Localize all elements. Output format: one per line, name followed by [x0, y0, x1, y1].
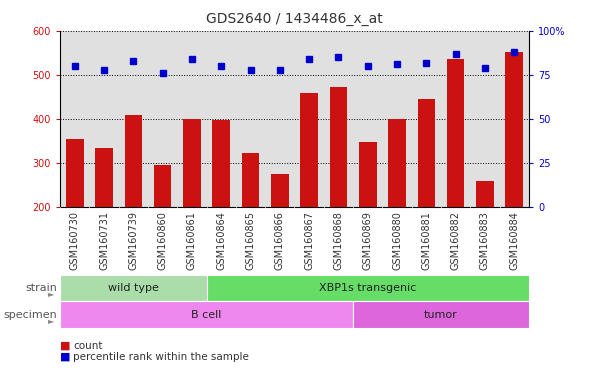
- Text: B cell: B cell: [191, 310, 222, 320]
- Bar: [300, 93, 318, 296]
- Bar: [213, 120, 230, 296]
- Text: wild type: wild type: [108, 283, 159, 293]
- Bar: [447, 60, 465, 296]
- Text: GSM160866: GSM160866: [275, 211, 285, 270]
- Text: ■: ■: [60, 352, 70, 362]
- Bar: [183, 119, 201, 296]
- Bar: [359, 142, 376, 296]
- Text: GSM160867: GSM160867: [304, 211, 314, 270]
- Text: GDS2640 / 1434486_x_at: GDS2640 / 1434486_x_at: [206, 12, 383, 25]
- Bar: [505, 52, 523, 296]
- Text: GSM160883: GSM160883: [480, 211, 490, 270]
- Bar: [418, 99, 435, 296]
- Text: strain: strain: [25, 283, 57, 293]
- Text: percentile rank within the sample: percentile rank within the sample: [73, 352, 249, 362]
- Text: GSM160860: GSM160860: [157, 211, 168, 270]
- Text: GSM160868: GSM160868: [334, 211, 343, 270]
- Text: GSM160864: GSM160864: [216, 211, 226, 270]
- Text: GSM160880: GSM160880: [392, 211, 402, 270]
- Bar: [329, 87, 347, 296]
- Text: count: count: [73, 341, 103, 351]
- Bar: [476, 181, 493, 296]
- Bar: [388, 119, 406, 296]
- Bar: [271, 174, 288, 296]
- Text: GSM160739: GSM160739: [129, 211, 138, 270]
- Bar: [95, 148, 113, 296]
- Text: XBP1s transgenic: XBP1s transgenic: [319, 283, 416, 293]
- Bar: [242, 154, 260, 296]
- Text: GSM160730: GSM160730: [70, 211, 80, 270]
- Text: GSM160865: GSM160865: [246, 211, 255, 270]
- Text: specimen: specimen: [4, 310, 57, 320]
- Bar: [154, 164, 171, 296]
- Text: ►: ►: [48, 289, 55, 298]
- Bar: [124, 114, 142, 296]
- Text: GSM160869: GSM160869: [363, 211, 373, 270]
- Text: ►: ►: [48, 316, 55, 325]
- Text: GSM160881: GSM160881: [421, 211, 432, 270]
- Text: ■: ■: [60, 341, 70, 351]
- Text: GSM160882: GSM160882: [451, 211, 460, 270]
- Text: GSM160731: GSM160731: [99, 211, 109, 270]
- Text: tumor: tumor: [424, 310, 458, 320]
- Text: GSM160861: GSM160861: [187, 211, 197, 270]
- Bar: [66, 139, 84, 296]
- Text: GSM160884: GSM160884: [509, 211, 519, 270]
